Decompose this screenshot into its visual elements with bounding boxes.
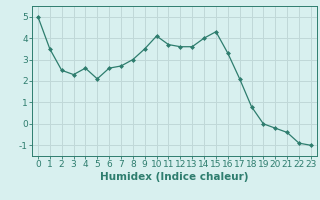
X-axis label: Humidex (Indice chaleur): Humidex (Indice chaleur): [100, 172, 249, 182]
